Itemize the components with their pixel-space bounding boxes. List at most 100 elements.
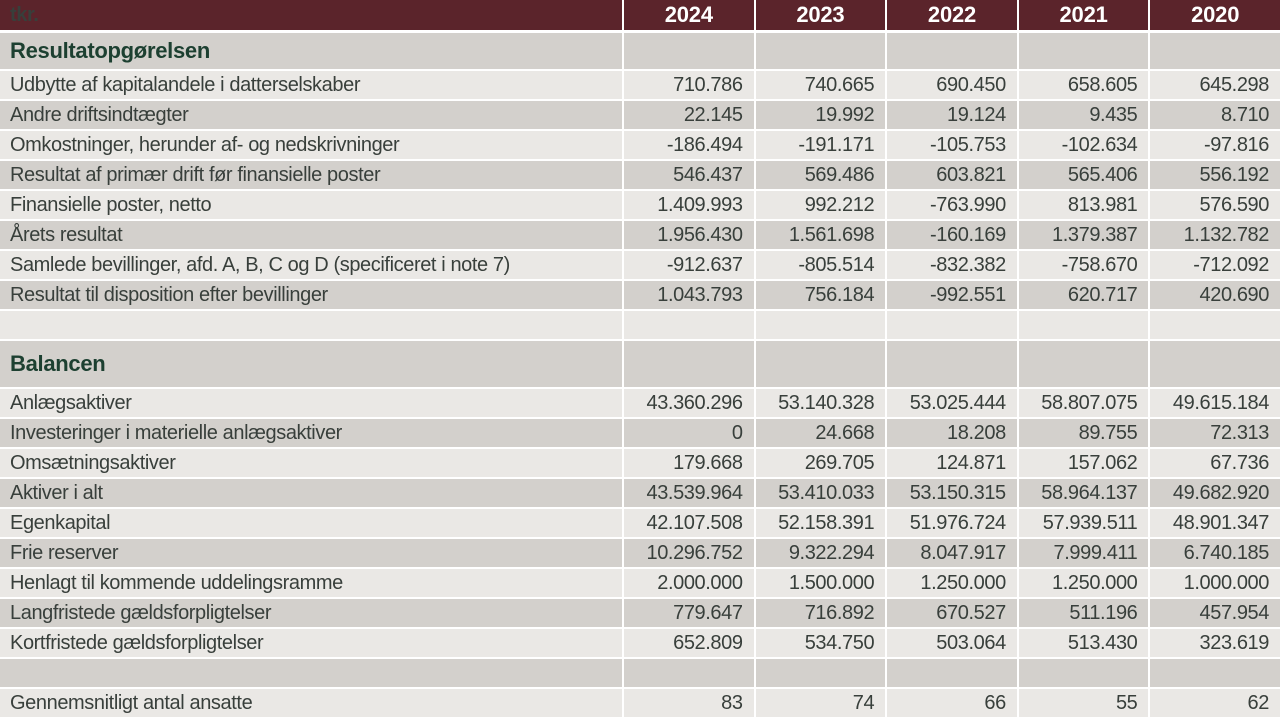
row-value: 43.360.296: [622, 389, 754, 417]
row-label: Andre driftsindtægter: [10, 103, 189, 126]
row-value: -992.551: [885, 281, 1017, 309]
row-value: 19.124: [885, 101, 1017, 129]
row-value: 9.322.294: [753, 539, 886, 567]
row-value: 323.619: [1148, 629, 1280, 657]
row-value: 1.043.793: [622, 281, 754, 309]
row-value: 22.145: [622, 101, 754, 129]
row-value: 9.435: [1016, 101, 1149, 129]
row-value: [1016, 341, 1149, 387]
row-label: Omkostninger, herunder af- og nedskrivni…: [10, 133, 400, 156]
row-value: -832.382: [885, 251, 1017, 279]
table-row: Omsætningsaktiver 179.668 269.705 124.871 15…: [0, 449, 1280, 479]
row-value: 66: [885, 689, 1017, 717]
row-value: -805.514: [753, 251, 886, 279]
row-value: [1016, 33, 1149, 69]
row-value: 2.000.000: [622, 569, 754, 597]
row-value: 24.668: [753, 419, 886, 447]
year-header: 2021: [1016, 0, 1149, 30]
year-header: 2024: [622, 0, 754, 30]
unit-label: tkr.: [10, 3, 39, 26]
row-value: 569.486: [753, 161, 886, 189]
table-row: Kortfristede gældsforpligtelser 652.809 53…: [0, 629, 1280, 659]
row-value: 716.892: [753, 599, 886, 627]
row-value: 89.755: [1016, 419, 1149, 447]
row-value: 513.430: [1016, 629, 1149, 657]
row-value: [1016, 311, 1149, 339]
row-value: [622, 659, 754, 687]
table-row: Egenkapital 42.107.508 52.158.391 51.976.72…: [0, 509, 1280, 539]
row-value: -186.494: [622, 131, 754, 159]
table-row: Samlede bevillinger, afd. A, B, C og D (…: [0, 251, 1280, 281]
section-row: Balancen: [0, 341, 1280, 389]
year-header: 2022: [885, 0, 1017, 30]
row-label: Resultatopgørelsen: [10, 38, 210, 63]
row-value: 1.500.000: [753, 569, 886, 597]
row-value: 0: [622, 419, 754, 447]
row-value: 620.717: [1016, 281, 1149, 309]
row-value: -105.753: [885, 131, 1017, 159]
row-value: [1016, 659, 1149, 687]
table-row: Frie reserver 10.296.752 9.322.294 8.047.91…: [0, 539, 1280, 569]
row-value: [753, 33, 886, 69]
row-value: 49.615.184: [1148, 389, 1280, 417]
row-value: 1.250.000: [885, 569, 1017, 597]
row-value: 8.710: [1148, 101, 1280, 129]
row-label: Langfristede gældsforpligtelser: [10, 601, 272, 624]
row-value: 534.750: [753, 629, 886, 657]
row-value: [1148, 341, 1280, 387]
table-row: Finansielle poster, netto 1.409.993 992.21…: [0, 191, 1280, 221]
spacer-row: [0, 311, 1280, 341]
row-value: -160.169: [885, 221, 1017, 249]
row-value: 670.527: [885, 599, 1017, 627]
row-value: [622, 33, 754, 69]
row-label: Gennemsnitligt antal ansatte: [10, 691, 253, 714]
row-value: 179.668: [622, 449, 754, 477]
row-value: 779.647: [622, 599, 754, 627]
table-row: Anlægsaktiver 43.360.296 53.140.328 53.025.…: [0, 389, 1280, 419]
row-value: 556.192: [1148, 161, 1280, 189]
row-value: 74: [753, 689, 886, 717]
row-label: Investeringer i materielle anlægsaktiver: [10, 421, 342, 444]
row-value: 124.871: [885, 449, 1017, 477]
row-value: 8.047.917: [885, 539, 1017, 567]
row-value: 6.740.185: [1148, 539, 1280, 567]
row-value: 269.705: [753, 449, 886, 477]
row-value: -758.670: [1016, 251, 1149, 279]
row-value: 51.976.724: [885, 509, 1017, 537]
row-value: [1148, 33, 1280, 69]
row-value: 55: [1016, 689, 1149, 717]
row-value: 7.999.411: [1016, 539, 1149, 567]
row-value: [885, 311, 1017, 339]
table-body: Resultatopgørelsen Udbytte af kapitalande…: [0, 33, 1280, 719]
row-value: 42.107.508: [622, 509, 754, 537]
row-value: 53.150.315: [885, 479, 1017, 507]
row-value: 18.208: [885, 419, 1017, 447]
row-value: 511.196: [1016, 599, 1149, 627]
row-value: 1.956.430: [622, 221, 754, 249]
row-label: Omsætningsaktiver: [10, 451, 176, 474]
row-value: 72.313: [1148, 419, 1280, 447]
row-value: -191.171: [753, 131, 886, 159]
row-label: Kortfristede gældsforpligtelser: [10, 631, 264, 654]
row-value: 546.437: [622, 161, 754, 189]
table-row: Omkostninger, herunder af- og nedskrivni…: [0, 131, 1280, 161]
row-value: 565.406: [1016, 161, 1149, 189]
spacer-row: [0, 659, 1280, 689]
row-value: [753, 659, 886, 687]
row-label: Aktiver i alt: [10, 481, 103, 504]
row-value: 652.809: [622, 629, 754, 657]
table-row: Aktiver i alt 43.539.964 53.410.033 53.150.…: [0, 479, 1280, 509]
row-value: 813.981: [1016, 191, 1149, 219]
table-row: Udbytte af kapitalandele i datterselskab…: [0, 71, 1280, 101]
row-label: Anlægsaktiver: [10, 391, 132, 414]
row-value: 58.964.137: [1016, 479, 1149, 507]
row-value: 457.954: [1148, 599, 1280, 627]
row-label: Egenkapital: [10, 511, 111, 534]
row-value: 49.682.920: [1148, 479, 1280, 507]
row-value: 1.561.698: [753, 221, 886, 249]
row-value: 603.821: [885, 161, 1017, 189]
row-value: [753, 341, 886, 387]
row-value: 503.064: [885, 629, 1017, 657]
row-value: 62: [1148, 689, 1280, 717]
row-label: Resultat af primær drift før finansielle…: [10, 163, 381, 186]
